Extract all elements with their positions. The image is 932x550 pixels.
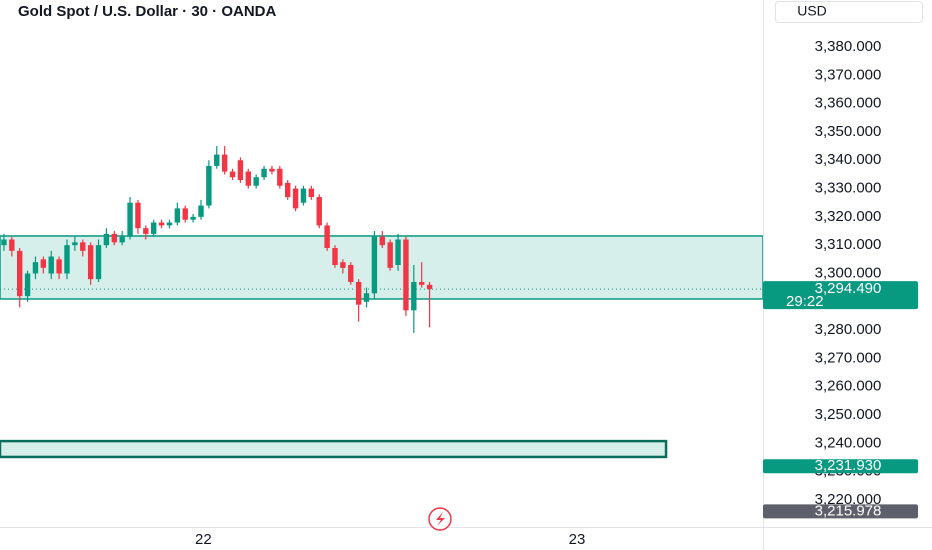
candle-body bbox=[237, 160, 244, 181]
candle-body bbox=[151, 222, 157, 234]
replay-icon[interactable] bbox=[428, 507, 452, 531]
candle-body bbox=[158, 222, 165, 226]
price-tag-label: 3,215.978 bbox=[815, 502, 882, 519]
candle-body bbox=[32, 262, 39, 274]
y-tick-label: 3,380.000 bbox=[815, 38, 882, 55]
candle-body bbox=[95, 245, 102, 280]
candle-body bbox=[363, 293, 370, 302]
y-tick-label: 3,280.000 bbox=[815, 321, 882, 338]
price-tag bbox=[763, 459, 918, 474]
zone bbox=[0, 235, 764, 300]
candle-body bbox=[174, 208, 181, 223]
price-tag bbox=[763, 504, 918, 519]
candle-body bbox=[17, 250, 23, 297]
candle-body bbox=[221, 154, 228, 172]
x-tick-label: 22 bbox=[195, 531, 212, 548]
y-tick-label: 3,270.000 bbox=[815, 349, 882, 366]
candle-body bbox=[348, 265, 354, 282]
y-tick-label: 3,360.000 bbox=[815, 95, 882, 112]
candle-body bbox=[111, 233, 117, 243]
candle-body bbox=[316, 197, 322, 226]
y-tick-label: 3,220.000 bbox=[815, 491, 882, 508]
y-tick-label: 3,320.000 bbox=[815, 208, 882, 225]
candle-body bbox=[72, 242, 78, 246]
price-tag-label: 3,231.930 bbox=[815, 457, 882, 474]
candle-body bbox=[24, 273, 31, 297]
candle-body bbox=[418, 281, 425, 285]
plot-area bbox=[0, 146, 764, 459]
candle-body bbox=[277, 168, 283, 186]
candle-body bbox=[198, 205, 204, 217]
candle-body bbox=[135, 202, 141, 229]
candle-body bbox=[403, 239, 409, 311]
last-price-tag bbox=[763, 281, 918, 310]
candle-body bbox=[285, 182, 291, 198]
candle-body bbox=[324, 225, 330, 249]
candle-body bbox=[64, 245, 70, 274]
candle-body bbox=[371, 236, 378, 294]
y-tick-label: 3,240.000 bbox=[815, 434, 882, 451]
y-tick-label: 3,300.000 bbox=[815, 264, 882, 281]
candle-body bbox=[190, 216, 196, 220]
candle-body bbox=[1, 239, 7, 246]
y-tick-label: 3,330.000 bbox=[815, 180, 882, 197]
currency-label[interactable]: USD bbox=[797, 3, 827, 19]
candle-body bbox=[166, 222, 173, 226]
icon-bolt[interactable] bbox=[436, 512, 445, 526]
currency-box[interactable] bbox=[775, 1, 923, 23]
x-tick-label: 23 bbox=[569, 531, 586, 548]
candle-body bbox=[214, 154, 220, 166]
candle-body bbox=[261, 168, 267, 178]
candle-body bbox=[182, 208, 188, 220]
candle-body bbox=[103, 233, 110, 246]
last-price-label: 3,294.490 bbox=[815, 280, 882, 297]
candle-body bbox=[379, 236, 385, 246]
candle-body bbox=[387, 242, 393, 268]
candle-body bbox=[206, 165, 212, 206]
chart-title: Gold Spot / U.S. Dollar · 30 · OANDA bbox=[18, 3, 277, 20]
candle-body bbox=[48, 256, 54, 274]
candle-body bbox=[229, 171, 236, 178]
candle-body bbox=[245, 171, 251, 186]
candle-body bbox=[332, 248, 338, 266]
candle-body bbox=[87, 245, 94, 280]
candle-body bbox=[40, 259, 47, 268]
y-tick-label: 3,370.000 bbox=[815, 66, 882, 83]
y-tick-label: 3,260.000 bbox=[815, 378, 882, 395]
candle-body bbox=[308, 188, 315, 198]
y-tick-label: 3,350.000 bbox=[815, 123, 882, 140]
candle-body bbox=[127, 202, 133, 237]
candle-body bbox=[9, 239, 15, 251]
y-tick-label: 3,310.000 bbox=[815, 236, 882, 253]
candle-body bbox=[300, 188, 307, 203]
candle-body bbox=[253, 177, 259, 186]
candle-body bbox=[411, 281, 417, 311]
candle-body bbox=[80, 242, 86, 251]
candle-body bbox=[426, 284, 433, 290]
candle-body bbox=[143, 228, 149, 234]
y-tick-label: 3,340.000 bbox=[815, 151, 882, 168]
zone bbox=[0, 439, 668, 459]
candle-body bbox=[269, 168, 275, 172]
candle-body bbox=[292, 188, 299, 209]
candle-body bbox=[119, 236, 125, 243]
candle-body bbox=[355, 281, 362, 305]
candle-body bbox=[340, 262, 346, 268]
y-tick-label: 3,250.000 bbox=[815, 406, 882, 423]
countdown-label: 29:22 bbox=[786, 293, 824, 310]
candle-body bbox=[395, 239, 401, 266]
candle-body bbox=[56, 259, 62, 274]
